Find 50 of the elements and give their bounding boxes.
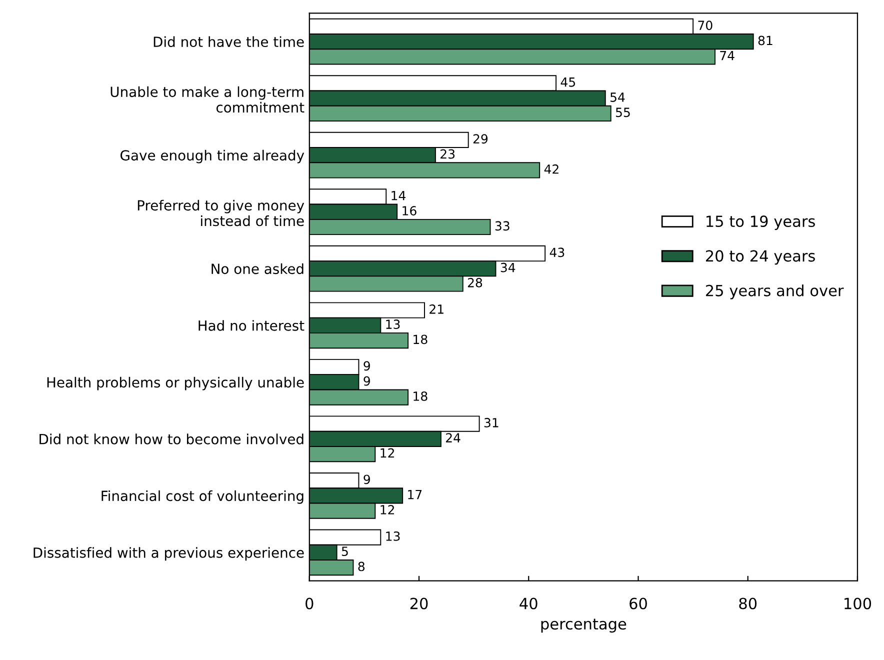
data-label: 5 (342, 546, 348, 556)
legend-label: 20 to 24 years (706, 250, 815, 265)
data-label: 54 (610, 92, 625, 102)
y-tick-label: Unable to make a long-term commitment (110, 86, 304, 113)
data-label: 74 (720, 51, 734, 60)
y-tick-label: Had no interest (198, 320, 304, 331)
data-label: 42 (544, 164, 558, 174)
x-tick-label: 80 (739, 598, 757, 610)
data-label: 21 (430, 304, 444, 314)
data-label: 28 (468, 278, 482, 288)
x-tick-label: 20 (410, 598, 428, 610)
data-label: 31 (484, 418, 498, 428)
data-label: 16 (402, 206, 416, 216)
y-tick-label: Dissatisfied with a previous experience (34, 547, 304, 561)
x-tick-label: 60 (630, 598, 647, 610)
data-label: 12 (380, 504, 394, 514)
data-label: 8 (358, 562, 365, 572)
data-label: 9 (364, 376, 370, 386)
y-tick-label: Gave enough time already (120, 150, 304, 164)
data-label: 55 (616, 108, 630, 118)
x-tick-label: 40 (520, 598, 538, 610)
legend-label: 25 years and over (706, 284, 844, 300)
data-label: 9 (364, 361, 370, 371)
data-label: 17 (408, 490, 422, 500)
data-label: 18 (414, 391, 428, 401)
x-axis-title: percentage (541, 618, 626, 633)
data-label: 45 (560, 78, 576, 87)
data-label: 14 (392, 191, 406, 200)
x-tick-label: 100 (844, 598, 872, 610)
data-label: 9 (364, 474, 370, 484)
data-label: 13 (386, 531, 400, 541)
legend-label: 15 to 19 years (706, 216, 815, 230)
y-tick-label: Health problems or physically unable (47, 376, 304, 390)
x-tick-label: 0 (306, 598, 314, 610)
y-tick-label: Did not have the time (154, 36, 304, 48)
data-label: 12 (380, 448, 394, 458)
data-label: 70 (698, 20, 712, 30)
data-label: 29 (473, 134, 488, 144)
y-tick-label: Did not know how to become involved (40, 434, 304, 444)
y-tick-label: Financial cost of volunteering (102, 490, 304, 504)
data-label: 81 (758, 36, 772, 46)
y-tick-label: Preferred to give money instead of time (138, 200, 304, 226)
data-label: 18 (414, 334, 428, 344)
y-tick-label: No one asked (212, 263, 304, 274)
data-label: 34 (500, 262, 516, 272)
data-label: 24 (446, 433, 460, 442)
data-label: 33 (495, 221, 510, 231)
data-label: 43 (550, 248, 564, 258)
data-label: 13 (386, 320, 400, 330)
data-label: 23 (440, 149, 455, 159)
